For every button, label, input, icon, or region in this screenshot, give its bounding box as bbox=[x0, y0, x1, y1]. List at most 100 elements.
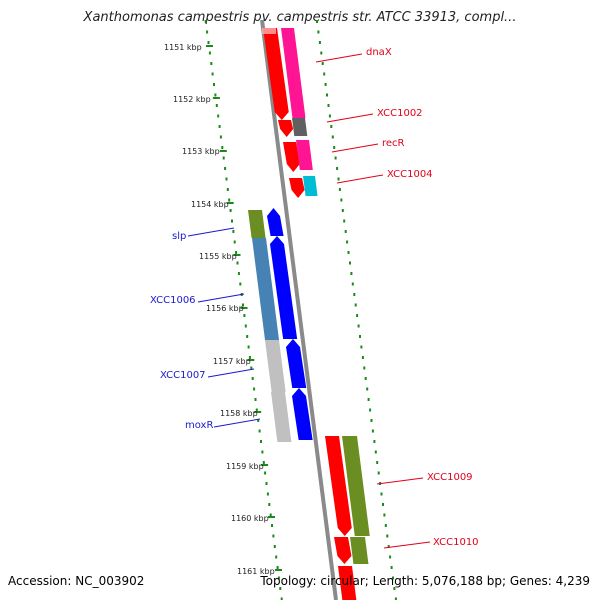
ruler-dot bbox=[224, 167, 227, 170]
gene-label-XCC1006[interactable]: XCC1006 bbox=[150, 295, 196, 306]
ruler-dot bbox=[331, 135, 334, 139]
ruler-dot bbox=[316, 20, 318, 23]
scale-label: 1161 kbp bbox=[237, 567, 275, 576]
ruler-dot bbox=[384, 524, 387, 527]
ruler-dot bbox=[219, 135, 222, 139]
ruler-dot bbox=[357, 324, 360, 328]
gene-XCC1009-arrow bbox=[325, 436, 352, 536]
gene-XCC1004-arrow bbox=[289, 178, 305, 198]
leader-dnaX bbox=[315, 53, 363, 63]
ruler-dot bbox=[273, 545, 276, 548]
leader-XCC1009 bbox=[376, 477, 424, 485]
ruler-dot bbox=[228, 198, 231, 202]
ruler-dot bbox=[248, 356, 251, 359]
gene-label-XCC1002[interactable]: XCC1002 bbox=[377, 108, 423, 119]
genome-backbone bbox=[260, 19, 338, 600]
cds-recR bbox=[296, 140, 313, 170]
ruler-dot bbox=[363, 366, 366, 370]
gene-label-recR[interactable]: recR bbox=[382, 138, 405, 149]
ruler-dot bbox=[374, 450, 377, 454]
ruler-dot bbox=[276, 566, 279, 569]
ruler-dot bbox=[389, 555, 392, 559]
scale-ruler-left bbox=[204, 20, 283, 600]
scale-label: 1158 kbp bbox=[220, 409, 258, 418]
gene-XCC1010-arrow bbox=[334, 537, 352, 564]
cds-XCC1006 bbox=[252, 238, 280, 340]
ruler-dot bbox=[275, 555, 278, 559]
ruler-dot bbox=[255, 408, 258, 412]
ruler-dot bbox=[350, 272, 353, 275]
ruler-major-tick bbox=[240, 307, 248, 309]
ruler-major-tick bbox=[247, 359, 255, 361]
ruler-dot bbox=[328, 114, 331, 118]
gene-label-XCC1010[interactable]: XCC1010 bbox=[433, 537, 479, 548]
ruler-dot bbox=[214, 93, 217, 97]
scale-label: 1155 kbp bbox=[199, 252, 237, 261]
ruler-major-tick bbox=[219, 150, 227, 152]
ruler-dot bbox=[217, 114, 220, 118]
gene-label-XCC1009[interactable]: XCC1009 bbox=[427, 472, 473, 483]
ruler-dot bbox=[367, 398, 370, 401]
cds-XCC1009 bbox=[342, 436, 370, 536]
ruler-dot bbox=[257, 419, 260, 422]
leader-slp bbox=[187, 227, 235, 237]
ruler-dot bbox=[261, 450, 264, 454]
ruler-dot bbox=[344, 230, 347, 233]
ruler-dot bbox=[280, 597, 283, 600]
ruler-dot bbox=[268, 503, 271, 506]
ruler-dot bbox=[333, 146, 336, 149]
ruler-dot bbox=[392, 576, 394, 580]
ruler-dot bbox=[373, 440, 376, 443]
ruler-dot bbox=[208, 51, 211, 55]
ruler-dot bbox=[371, 429, 374, 433]
ruler-dot bbox=[253, 387, 256, 391]
ruler-dot bbox=[246, 335, 249, 338]
ruler-major-tick bbox=[212, 97, 220, 99]
ruler-dot bbox=[237, 272, 240, 275]
accession-text: Accession: NC_003902 bbox=[8, 574, 145, 588]
ruler-dot bbox=[347, 251, 350, 254]
ruler-dot bbox=[394, 597, 397, 600]
ruler-dot bbox=[353, 293, 356, 296]
ruler-dot bbox=[380, 492, 383, 496]
ruler-dot bbox=[206, 30, 209, 34]
ruler-dot bbox=[383, 513, 386, 517]
leader-XCC1004 bbox=[336, 174, 384, 184]
ruler-dot bbox=[359, 335, 361, 338]
leader-moxR bbox=[213, 418, 261, 428]
ruler-dot bbox=[250, 366, 253, 370]
ruler-dot bbox=[340, 198, 343, 202]
ruler-dot bbox=[254, 398, 257, 401]
ruler-dot bbox=[235, 251, 238, 254]
cds-slp bbox=[248, 210, 266, 238]
ruler-dot bbox=[387, 545, 390, 548]
ruler-dot bbox=[343, 219, 346, 223]
leader-XCC1002 bbox=[326, 113, 374, 123]
ruler-dot bbox=[360, 345, 363, 349]
gene-label-XCC1007[interactable]: XCC1007 bbox=[160, 370, 206, 381]
gene-next-arrow bbox=[338, 566, 357, 600]
cds-XCC1010 bbox=[350, 537, 369, 564]
ruler-dot bbox=[364, 377, 367, 380]
map-title: Xanthomonas campestris pv. campestris st… bbox=[83, 10, 517, 25]
ruler-dot bbox=[338, 188, 341, 191]
gene-label-slp[interactable]: slp bbox=[172, 231, 186, 242]
cds-XCC1004 bbox=[303, 176, 318, 196]
ruler-dot bbox=[323, 72, 326, 76]
gene-label-moxR[interactable]: moxR bbox=[185, 420, 213, 431]
ruler-dot bbox=[242, 303, 244, 307]
leader-XCC1010 bbox=[383, 541, 431, 549]
ruler-dot bbox=[386, 534, 389, 538]
gene-label-dnaX[interactable]: dnaX bbox=[366, 47, 392, 58]
leader-XCC1006 bbox=[197, 293, 245, 303]
gene-label-XCC1004[interactable]: XCC1004 bbox=[387, 169, 433, 180]
ruler-dot bbox=[236, 261, 239, 265]
gene-labels: dnaX XCC1002 recR XCC1004 XCC1009 XCC101… bbox=[150, 47, 479, 548]
leader-XCC1007 bbox=[207, 368, 255, 378]
gene-dnaX-arrow bbox=[263, 28, 289, 120]
gene-slp-arrow bbox=[267, 208, 284, 236]
ruler-dot bbox=[272, 534, 275, 538]
ruler-dot bbox=[277, 576, 280, 580]
ruler-dot bbox=[321, 62, 324, 65]
